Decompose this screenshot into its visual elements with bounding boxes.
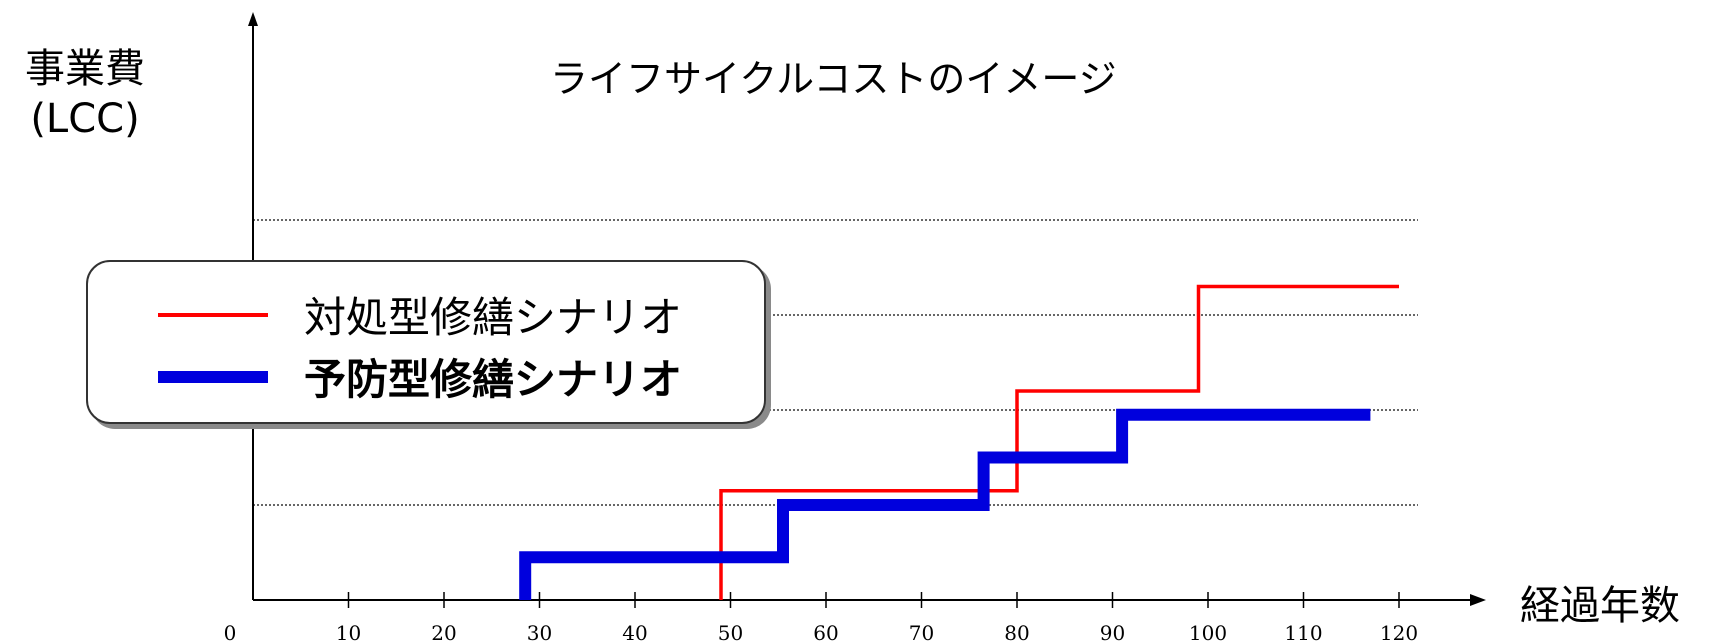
- legend-label-reactive: 対処型修繕シナリオ: [304, 293, 683, 342]
- chart-title: ライフサイクルコストのイメージ: [550, 57, 1117, 101]
- x-tick-label: 10: [336, 621, 361, 642]
- x-tick-label: 80: [1004, 621, 1029, 642]
- x-axis-arrow: [1470, 594, 1486, 606]
- legend-swatch-preventive: [158, 370, 268, 383]
- x-tick-label: 100: [1189, 621, 1227, 642]
- x-tick-label: 0: [224, 621, 237, 642]
- series-line-preventive: [519, 408, 1371, 600]
- x-ticks: 0 10 20 30 40 50 60 70 80 90 100 110 120: [224, 592, 1418, 642]
- y-axis-arrow: [248, 12, 258, 26]
- x-tick-label: 30: [527, 621, 552, 642]
- y-axis-label-line2: (LCC): [30, 96, 140, 142]
- x-tick-label: 120: [1380, 621, 1418, 642]
- x-tick-label: 70: [909, 621, 934, 642]
- x-tick-label: 60: [813, 621, 838, 642]
- x-tick-label: 110: [1284, 621, 1322, 642]
- x-tick-label: 50: [718, 621, 743, 642]
- legend-swatch-reactive: [158, 312, 268, 317]
- x-tick-label: 90: [1100, 621, 1125, 642]
- x-tick-label: 20: [431, 621, 456, 642]
- series-lines: [519, 284, 1399, 600]
- legend-item-preventive: 予防型修繕シナリオ: [158, 346, 682, 407]
- x-tick-label: 40: [622, 621, 647, 642]
- x-axis-label: 経過年数: [1520, 583, 1680, 629]
- y-axis-label-line1: 事業費: [25, 46, 145, 92]
- legend: 対処型修繕シナリオ 予防型修繕シナリオ: [86, 260, 766, 424]
- legend-item-reactive: 対処型修繕シナリオ: [158, 284, 682, 345]
- series-line-reactive: [719, 284, 1399, 600]
- legend-label-preventive: 予防型修繕シナリオ: [304, 355, 683, 404]
- y-axis-label: 事業費 (LCC): [10, 44, 160, 144]
